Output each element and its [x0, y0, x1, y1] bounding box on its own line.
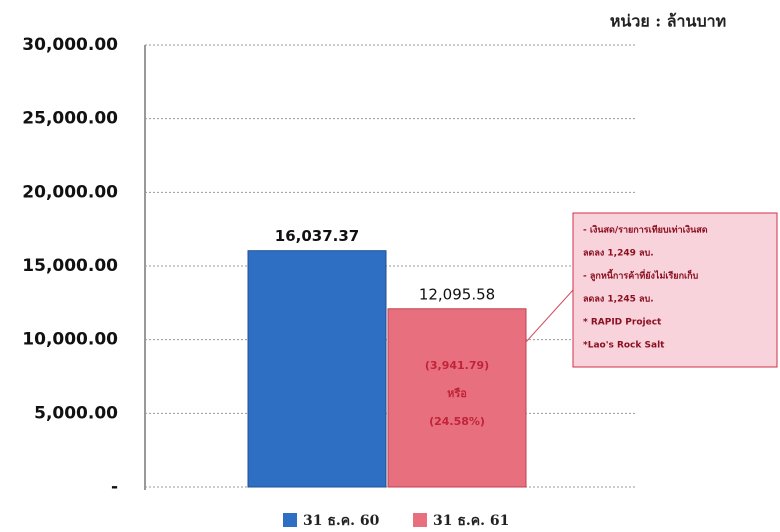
legend-swatch — [283, 513, 297, 527]
callout-text: ลดลง 1,245 ลบ. — [583, 295, 654, 305]
callout-text: *Lao's Rock Salt — [583, 341, 665, 351]
bar — [387, 308, 527, 488]
y-tick-label: 20,000.00 — [22, 182, 118, 202]
y-tick-label: 10,000.00 — [22, 330, 118, 350]
callout-text: ลดลง 1,249 ลบ. — [583, 249, 654, 259]
bar-annotation: (3,941.79) — [425, 359, 489, 372]
legend-label: 31 ธ.ค. 60 — [303, 513, 380, 529]
y-tick-label: 5,000.00 — [34, 403, 118, 423]
bar-annotation: หรือ — [447, 387, 467, 400]
bar — [247, 250, 387, 488]
legend-swatch — [413, 513, 427, 527]
unit-label: หน่วย : ล้านบาท — [610, 12, 726, 31]
callout-text: - ลูกหนี้การค้าที่ยังไม่เรียกเก็บ — [583, 269, 699, 282]
y-tick-label: 30,000.00 — [22, 35, 118, 55]
y-tick-label: 15,000.00 — [22, 256, 118, 276]
bar-annotation: (24.58%) — [429, 415, 485, 428]
callout-box — [572, 212, 778, 368]
value-label: 16,037.37 — [275, 227, 359, 245]
value-label: 12,095.58 — [419, 285, 495, 303]
legend-label: 31 ธ.ค. 61 — [433, 513, 509, 529]
y-tick-label: - — [111, 477, 118, 497]
callout-text: - เงินสด/รายการเทียบเท่าเงินสด — [583, 225, 708, 236]
callout-text: * RAPID Project — [583, 318, 662, 328]
y-tick-label: 25,000.00 — [22, 109, 118, 129]
callout-connector — [525, 289, 574, 343]
